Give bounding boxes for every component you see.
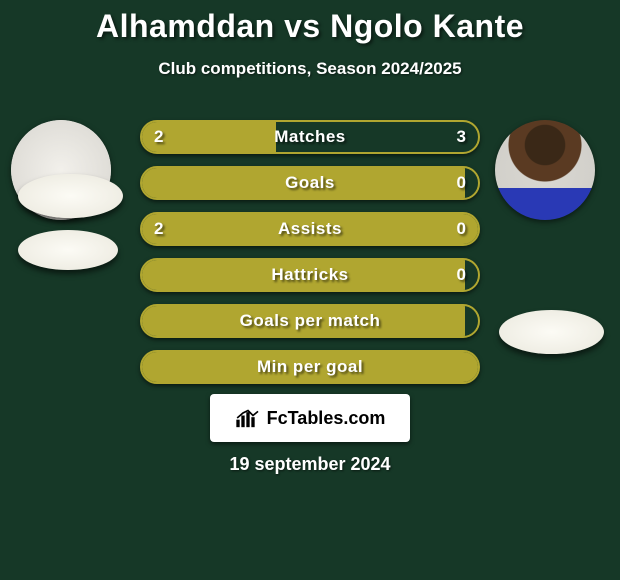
profile-right xyxy=(490,120,600,220)
club-badge-right-1 xyxy=(499,310,604,354)
bar-row: Min per goal xyxy=(140,350,480,384)
bar-row: Matches2 3 xyxy=(140,120,480,154)
bars-container: Matches23Goals0Assists20Hattricks0Goals … xyxy=(140,120,480,396)
comparison-card: { "title": "Alhamddan vs Ngolo Kante", "… xyxy=(0,0,620,580)
bar-value-left: 2 xyxy=(154,122,163,152)
avatar-right xyxy=(495,120,595,220)
comparison-subtitle: Club competitions, Season 2024/2025 xyxy=(0,45,620,79)
brand-badge: FcTables.com xyxy=(210,394,410,442)
bar-value-left: 2 xyxy=(154,214,163,244)
bar-value-right: 3 xyxy=(457,122,466,152)
brand-text: FcTables.com xyxy=(267,408,386,429)
bar-label: Goals per match xyxy=(142,306,478,336)
bar-value-right: 0 xyxy=(457,168,466,198)
club-badge-left-1 xyxy=(18,174,123,218)
bar-label: Goals xyxy=(142,168,478,198)
bar-label: Assists xyxy=(142,214,478,244)
bar-row: Assists2 0 xyxy=(140,212,480,246)
bar-label: Matches xyxy=(142,122,478,152)
bar-row: Goals0 xyxy=(140,166,480,200)
brand-icon xyxy=(235,408,261,428)
club-badge-left-2 xyxy=(18,230,118,270)
snapshot-date: 19 september 2024 xyxy=(0,454,620,475)
bar-row: Hattricks0 xyxy=(140,258,480,292)
bar-label: Hattricks xyxy=(142,260,478,290)
bar-row: Goals per match xyxy=(140,304,480,338)
bar-value-right: 0 xyxy=(457,260,466,290)
bar-label: Min per goal xyxy=(142,352,478,382)
comparison-title: Alhamddan vs Ngolo Kante xyxy=(0,0,620,45)
bar-value-right: 0 xyxy=(457,214,466,244)
